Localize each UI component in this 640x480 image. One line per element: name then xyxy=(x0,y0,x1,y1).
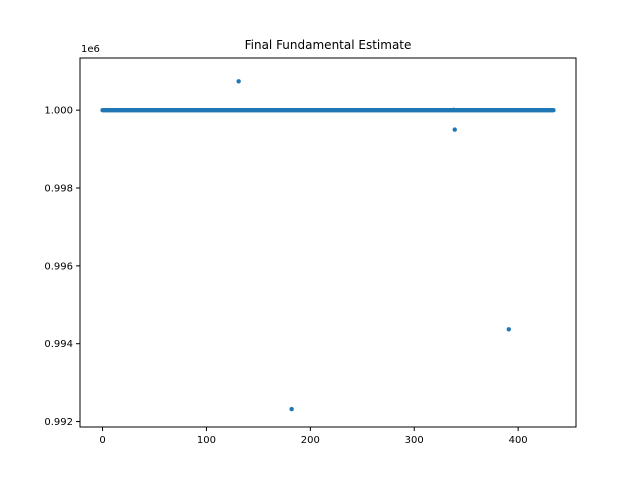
x-tick-label: 400 xyxy=(509,435,528,446)
y-tick-label: 0.996 xyxy=(44,261,73,272)
data-point-outlier xyxy=(506,327,511,332)
data-point-outlier xyxy=(236,79,241,84)
y-tick-label: 0.992 xyxy=(44,417,73,428)
chart-title: Final Fundamental Estimate xyxy=(245,38,412,52)
data-point xyxy=(551,107,556,113)
x-tick-label: 200 xyxy=(301,435,320,446)
y-tick-label: 1.000 xyxy=(44,106,73,117)
x-tick-label: 100 xyxy=(197,435,216,446)
data-point-outlier xyxy=(452,127,457,132)
y-offset-label: 1e6 xyxy=(81,44,100,55)
x-axis: 0 100 200 300 400 xyxy=(99,427,528,446)
data-point-outlier xyxy=(451,107,456,112)
plot-area-frame xyxy=(79,57,577,428)
data-point-outlier xyxy=(289,406,294,412)
data-points xyxy=(100,79,556,412)
y-tick-label: 0.994 xyxy=(44,339,73,350)
x-tick-label: 0 xyxy=(99,435,105,446)
y-tick-label: 0.998 xyxy=(44,184,73,195)
y-axis: 0.992 0.994 0.996 0.998 1.000 xyxy=(44,106,80,428)
x-tick-label: 300 xyxy=(405,435,424,446)
